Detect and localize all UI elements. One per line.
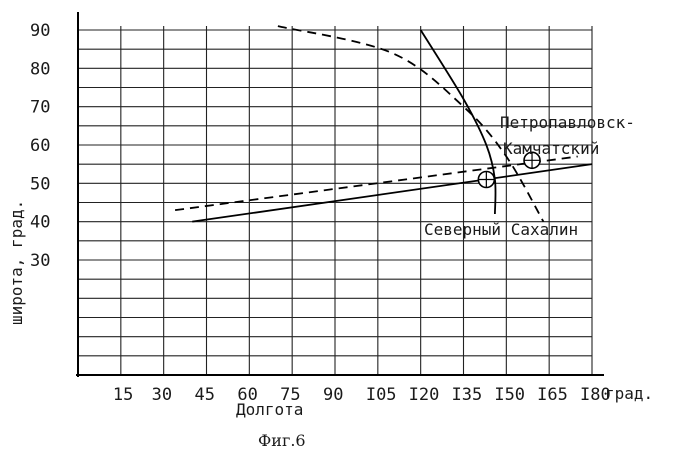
x-axis-unit: град. — [605, 384, 653, 403]
y-tick-label: 80 — [30, 59, 50, 79]
x-tick-label: 15 — [113, 385, 133, 405]
x-tick-label: I05 — [366, 385, 397, 405]
y-tick-label: 90 — [30, 21, 50, 41]
chart-tick-labels: 15 30 45 60 75 90 I05 I20 I35 I50 I65 I80 30 40 50 60 70… — [30, 21, 611, 405]
x-axis-label: Долгота — [236, 400, 303, 419]
x-tick-label: 30 — [152, 385, 172, 405]
x-tick-label: 75 — [280, 385, 300, 405]
chart-points: Северный Сахалин Петропавловск- Камчатский — [424, 113, 635, 239]
chart-axes — [76, 12, 604, 377]
y-tick-label: 40 — [30, 213, 50, 233]
x-tick-label: 60 — [237, 385, 257, 405]
x-tick-label: I65 — [537, 385, 568, 405]
x-tick-label: 45 — [195, 385, 215, 405]
y-axis-label: широта, град. — [7, 200, 26, 325]
point-label: Камчатский — [503, 139, 599, 158]
chart-grid — [78, 26, 593, 375]
x-tick-label: I80 — [580, 385, 611, 405]
y-tick-label: 50 — [30, 174, 50, 194]
y-tick-label: 70 — [30, 98, 50, 118]
y-tick-label: 30 — [30, 251, 50, 271]
chart-series — [174, 25, 593, 223]
x-tick-label: I20 — [409, 385, 440, 405]
series-line-solid — [419, 29, 497, 215]
figure-caption: Фиг.6 — [258, 431, 306, 450]
x-tick-label: I50 — [494, 385, 525, 405]
series-line-dashed — [174, 155, 578, 212]
point-label: Петропавловск- — [500, 113, 635, 132]
point-label: Северный Сахалин — [424, 220, 578, 239]
x-tick-label: 90 — [323, 385, 343, 405]
series-line-solid — [192, 163, 593, 223]
x-tick-label: I35 — [452, 385, 483, 405]
y-tick-label: 60 — [30, 136, 50, 156]
series-line-dashed — [277, 25, 545, 223]
